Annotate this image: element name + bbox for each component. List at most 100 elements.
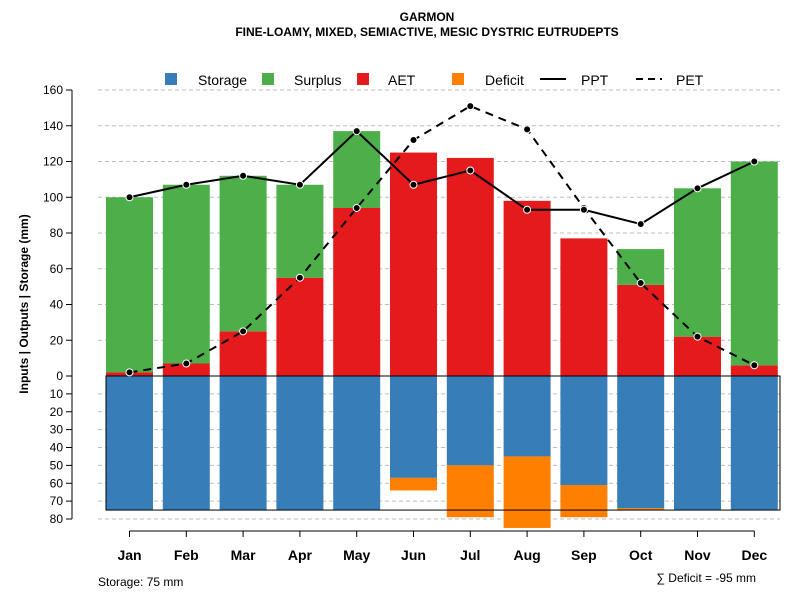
y-tick-label: 40 bbox=[50, 298, 64, 312]
storage-footnote: Storage: 75 mm bbox=[98, 575, 183, 589]
bar-storage-oct bbox=[617, 376, 665, 509]
point-ppt-may bbox=[352, 127, 361, 136]
bar-deficit-oct bbox=[617, 508, 665, 511]
x-tick-label-jan: Jan bbox=[117, 547, 141, 563]
bar-aet-sep bbox=[560, 238, 608, 376]
point-pet-aug bbox=[523, 125, 532, 134]
chart-subtitle: FINE-LOAMY, MIXED, SEMIACTIVE, MESIC DYS… bbox=[235, 25, 618, 39]
bar-aet-oct bbox=[617, 284, 665, 376]
y-tick-label: 60 bbox=[50, 262, 64, 276]
point-pet-jan bbox=[125, 368, 134, 377]
y-tick-label: 10 bbox=[50, 387, 64, 401]
x-tick-label-dec: Dec bbox=[741, 547, 767, 563]
legend-swatch-surplus bbox=[262, 73, 274, 85]
point-pet-may bbox=[352, 203, 361, 212]
bar-storage-jan bbox=[106, 376, 153, 511]
y-tick-label: 60 bbox=[50, 476, 64, 490]
bar-aet-mar bbox=[219, 331, 267, 376]
x-tick-label-aug: Aug bbox=[513, 547, 540, 563]
y-tick-label: 20 bbox=[50, 333, 64, 347]
bar-surplus-oct bbox=[617, 249, 665, 285]
series-lines bbox=[125, 102, 759, 377]
storage-frame bbox=[105, 375, 781, 511]
x-tick-label-oct: Oct bbox=[629, 547, 653, 563]
legend-label-storage: Storage bbox=[198, 72, 247, 88]
bar-aet-jun bbox=[390, 152, 437, 376]
line-pet bbox=[129, 104, 755, 374]
y-axis-label: Inputs | Outputs | Storage (mm) bbox=[17, 214, 31, 393]
bar-surplus-jan bbox=[106, 197, 153, 373]
legend-label-deficit: Deficit bbox=[485, 72, 524, 88]
point-ppt-jan bbox=[125, 193, 134, 202]
legend-label-pet: PET bbox=[676, 72, 704, 88]
chart-title: GARMON bbox=[400, 10, 455, 24]
legend-label-surplus: Surplus bbox=[294, 72, 341, 88]
point-pet-jun bbox=[409, 136, 418, 145]
point-pet-apr bbox=[295, 273, 304, 282]
storage-capacity-box bbox=[105, 375, 781, 511]
bar-storage-mar bbox=[219, 376, 267, 511]
bar-aet-feb bbox=[162, 363, 210, 376]
point-ppt-nov bbox=[693, 184, 702, 193]
bar-surplus-dec bbox=[730, 161, 778, 366]
point-pet-mar bbox=[239, 327, 248, 336]
point-pet-feb bbox=[182, 359, 191, 368]
bar-storage-dec bbox=[730, 376, 778, 511]
point-ppt-dec bbox=[750, 157, 759, 166]
point-pet-jul bbox=[466, 102, 475, 111]
y-tick-label: 100 bbox=[43, 190, 63, 204]
bar-deficit-jun bbox=[390, 477, 437, 491]
x-tick-label-jun: Jun bbox=[401, 547, 426, 563]
y-tick-label: 80 bbox=[50, 226, 64, 240]
y-tick-label: 140 bbox=[43, 119, 63, 133]
y-tick-label: 30 bbox=[50, 423, 64, 437]
bar-surplus-may bbox=[333, 131, 381, 208]
point-ppt-feb bbox=[182, 180, 191, 189]
bar-storage-apr bbox=[276, 376, 324, 511]
legend: Storage Surplus AET Deficit PPT PET bbox=[165, 72, 704, 88]
y-tick-label: 50 bbox=[50, 458, 64, 472]
point-pet-dec bbox=[750, 361, 759, 370]
y-tick-label: 70 bbox=[50, 494, 64, 508]
legend-swatch-storage bbox=[165, 73, 177, 85]
legend-label-aet: AET bbox=[388, 72, 416, 88]
bar-storage-jun bbox=[390, 376, 437, 478]
point-ppt-sep bbox=[579, 205, 588, 214]
point-ppt-mar bbox=[239, 171, 248, 180]
y-tick-label: 120 bbox=[43, 155, 63, 169]
deficit-footnote: ∑ Deficit = -95 mm bbox=[656, 571, 756, 585]
y-tick-label: 160 bbox=[43, 83, 63, 97]
bar-aet-may bbox=[333, 207, 381, 376]
bar-aet-aug bbox=[503, 200, 551, 376]
gridlines bbox=[98, 89, 780, 520]
bar-aet-nov bbox=[674, 336, 721, 376]
bar-storage-feb bbox=[162, 376, 210, 511]
bar-aet-apr bbox=[276, 277, 324, 376]
bar-deficit-aug bbox=[503, 456, 551, 528]
legend-swatch-aet bbox=[357, 73, 369, 85]
x-tick-label-jul: Jul bbox=[460, 547, 480, 563]
bar-storage-nov bbox=[674, 376, 721, 511]
x-tick-label-feb: Feb bbox=[174, 547, 199, 563]
y-tick-label: 40 bbox=[50, 441, 64, 455]
point-ppt-aug bbox=[523, 205, 532, 214]
bar-surplus-mar bbox=[219, 175, 267, 332]
bar-surplus-apr bbox=[276, 184, 324, 278]
y-tick-label: 80 bbox=[50, 512, 64, 526]
bar-aet-dec bbox=[730, 365, 778, 376]
bar-surplus-nov bbox=[674, 188, 721, 337]
y-tick-label: 0 bbox=[56, 369, 63, 383]
y-tick-label: 20 bbox=[50, 405, 64, 419]
bar-aet-jul bbox=[446, 157, 494, 376]
legend-label-ppt: PPT bbox=[581, 72, 609, 88]
bar-surplus-feb bbox=[162, 184, 210, 364]
legend-swatch-deficit bbox=[452, 73, 464, 85]
point-pet-nov bbox=[693, 332, 702, 341]
bars bbox=[106, 131, 778, 528]
point-pet-oct bbox=[636, 279, 645, 288]
x-tick-label-apr: Apr bbox=[288, 547, 313, 563]
line-ppt bbox=[129, 129, 755, 226]
bar-storage-sep bbox=[560, 376, 608, 486]
bar-storage-aug bbox=[503, 376, 551, 457]
point-ppt-oct bbox=[636, 220, 645, 229]
